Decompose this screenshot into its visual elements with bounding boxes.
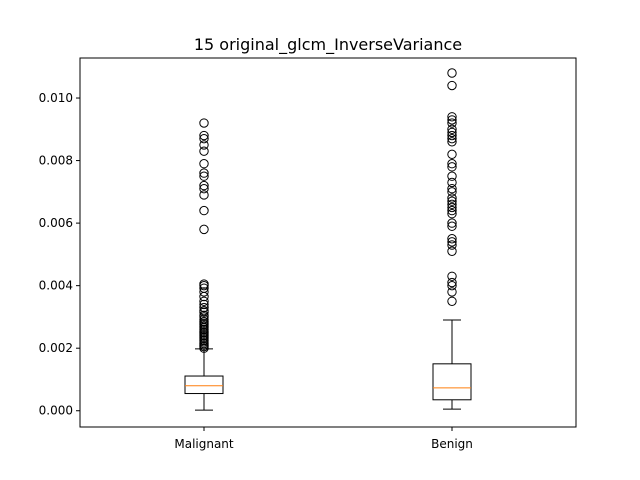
outlier-point xyxy=(199,130,209,141)
outlier-point xyxy=(447,187,457,197)
outlier-point xyxy=(447,296,457,306)
outlier-point xyxy=(199,205,209,216)
outlier-point xyxy=(447,127,457,138)
outlier-point xyxy=(199,171,209,181)
outlier-point xyxy=(199,302,209,313)
outlier-point xyxy=(447,209,457,219)
outlier-point xyxy=(447,158,457,169)
x-tick-label: Benign xyxy=(431,437,473,451)
outlier-point xyxy=(447,202,457,213)
outlier-point xyxy=(199,307,209,317)
outlier-point xyxy=(199,190,209,200)
box-iqr xyxy=(184,375,224,395)
outlier-point xyxy=(199,146,209,156)
outlier-point xyxy=(447,221,457,231)
y-tick-label: 0.000 xyxy=(39,404,73,418)
outlier-point xyxy=(447,193,457,203)
outlier-point xyxy=(199,280,209,291)
outlier-point xyxy=(199,168,209,178)
axes-frame xyxy=(79,57,577,428)
outlier-point xyxy=(447,218,457,228)
outlier-point xyxy=(199,224,209,235)
outlier-point xyxy=(447,280,457,291)
outlier-point xyxy=(447,199,457,210)
outlier-point xyxy=(447,246,457,256)
outlier-point xyxy=(447,137,457,147)
outlier-point xyxy=(199,158,209,169)
outlier-point xyxy=(447,271,457,281)
outlier-point xyxy=(447,277,457,288)
y-tick-label: 0.010 xyxy=(39,91,73,105)
outlier-point xyxy=(447,287,457,297)
outlier-point xyxy=(199,133,209,144)
outlier-point xyxy=(199,296,209,306)
y-tick-label: 0.002 xyxy=(39,341,73,355)
y-tick-label: 0.004 xyxy=(39,279,73,293)
outlier-point xyxy=(199,343,209,353)
outlier-point xyxy=(447,149,457,160)
y-tick-label: 0.006 xyxy=(39,216,73,230)
outlier-point xyxy=(199,287,209,297)
outlier-point xyxy=(447,171,457,181)
outlier-point xyxy=(447,205,457,216)
outlier-point xyxy=(199,291,209,302)
x-tick-label: Malignant xyxy=(174,437,234,451)
outlier-point xyxy=(447,184,457,194)
outlier-point xyxy=(447,240,457,250)
outlier-point xyxy=(199,184,209,194)
outlier-point xyxy=(447,118,457,128)
outlier-point xyxy=(447,162,457,172)
outlier-point xyxy=(447,196,457,206)
outlier-point xyxy=(199,140,209,150)
outlier-point xyxy=(199,299,209,310)
outlier-point xyxy=(199,180,209,191)
outlier-point xyxy=(447,234,457,244)
outlier-point xyxy=(447,177,457,188)
y-tick-label: 0.008 xyxy=(39,154,73,168)
outlier-point xyxy=(447,130,457,141)
chart-title: 15 original_glcm_InverseVariance xyxy=(194,35,462,55)
outlier-point xyxy=(447,80,457,91)
outlier-point xyxy=(199,118,209,128)
outlier-point xyxy=(447,112,457,122)
outlier-point xyxy=(447,115,457,125)
outlier-point xyxy=(447,124,457,134)
box-iqr xyxy=(432,363,472,401)
outlier-point xyxy=(447,68,457,78)
outlier-point xyxy=(199,312,209,322)
outlier-point xyxy=(447,133,457,144)
outlier-point xyxy=(447,237,457,247)
plot-area: 0.000 0.002 0.004 0.006 0.008 0.010 Malignant B… xyxy=(39,68,473,451)
